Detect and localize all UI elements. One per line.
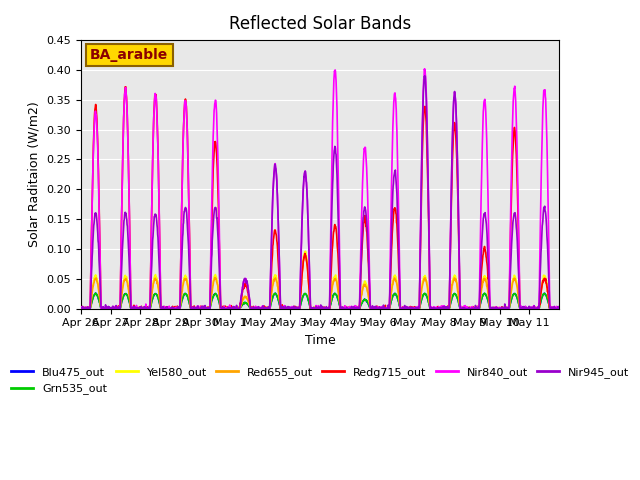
Nir840_out <box>298 216 306 222</box>
Grn535_out <box>503 306 511 312</box>
Nir945_out <box>77 306 84 312</box>
Nir840_out <box>556 306 563 312</box>
Line: Blu475_out: Blu475_out <box>81 293 559 309</box>
Red655_out <box>77 306 84 312</box>
Line: Nir840_out: Nir840_out <box>81 69 559 309</box>
Red655_out <box>307 306 315 312</box>
Grn535_out <box>550 306 557 312</box>
Yel580_out <box>152 272 159 277</box>
Line: Nir945_out: Nir945_out <box>81 76 559 309</box>
Nir840_out <box>77 305 84 311</box>
Yel580_out <box>503 306 511 312</box>
Yel580_out <box>77 306 84 312</box>
Yel580_out <box>307 306 315 312</box>
Blu475_out <box>433 306 440 312</box>
Redg715_out <box>503 304 511 310</box>
Red655_out <box>503 306 511 312</box>
Red655_out <box>298 275 305 281</box>
Blu475_out <box>152 291 159 297</box>
Nir840_out <box>77 306 84 312</box>
Red655_out <box>301 252 308 258</box>
Nir945_out <box>307 306 315 312</box>
Blu475_out <box>307 305 315 311</box>
Redg715_out <box>556 306 563 312</box>
Blu475_out <box>92 290 99 296</box>
Redg715_out <box>433 306 440 312</box>
Grn535_out <box>77 306 84 312</box>
Yel580_out <box>301 249 309 254</box>
Nir945_out <box>503 306 511 312</box>
Grn535_out <box>92 290 100 296</box>
Title: Reflected Solar Bands: Reflected Solar Bands <box>229 15 411 33</box>
Grn535_out <box>556 306 563 312</box>
Nir840_out <box>420 66 428 72</box>
Yel580_out <box>298 274 305 279</box>
Red655_out <box>550 306 557 312</box>
Line: Redg715_out: Redg715_out <box>81 87 559 309</box>
Blu475_out <box>298 297 306 302</box>
Redg715_out <box>152 92 159 97</box>
Grn535_out <box>298 297 306 302</box>
Nir840_out <box>433 306 441 312</box>
Blu475_out <box>550 306 557 312</box>
Legend: Blu475_out, Grn535_out, Yel580_out, Red655_out, Redg715_out, Nir840_out, Nir945_: Blu475_out, Grn535_out, Yel580_out, Red6… <box>6 362 634 399</box>
Grn535_out <box>152 291 159 297</box>
Nir945_out <box>152 212 159 217</box>
Nir945_out <box>433 305 440 311</box>
Grn535_out <box>433 306 440 312</box>
Grn535_out <box>307 306 315 312</box>
Blu475_out <box>503 306 511 312</box>
Nir945_out <box>556 306 563 312</box>
Yel580_out <box>556 306 563 312</box>
Text: BA_arable: BA_arable <box>90 48 168 62</box>
Redg715_out <box>77 306 84 312</box>
Nir840_out <box>152 92 159 98</box>
Redg715_out <box>550 305 557 311</box>
Line: Grn535_out: Grn535_out <box>81 293 559 309</box>
Red655_out <box>152 276 159 281</box>
X-axis label: Time: Time <box>305 334 335 347</box>
Red655_out <box>556 306 563 312</box>
Line: Red655_out: Red655_out <box>81 255 559 309</box>
Blu475_out <box>556 306 563 312</box>
Redg715_out <box>298 271 306 277</box>
Nir945_out <box>421 73 429 79</box>
Line: Yel580_out: Yel580_out <box>81 252 559 309</box>
Nir840_out <box>503 306 511 312</box>
Redg715_out <box>307 305 315 311</box>
Nir945_out <box>550 306 557 312</box>
Nir945_out <box>298 225 305 231</box>
Nir840_out <box>307 305 315 311</box>
Blu475_out <box>77 306 84 312</box>
Yel580_out <box>433 305 440 311</box>
Y-axis label: Solar Raditaion (W/m2): Solar Raditaion (W/m2) <box>28 101 40 247</box>
Redg715_out <box>122 84 129 90</box>
Nir840_out <box>550 305 557 311</box>
Yel580_out <box>550 305 557 311</box>
Red655_out <box>433 306 440 312</box>
